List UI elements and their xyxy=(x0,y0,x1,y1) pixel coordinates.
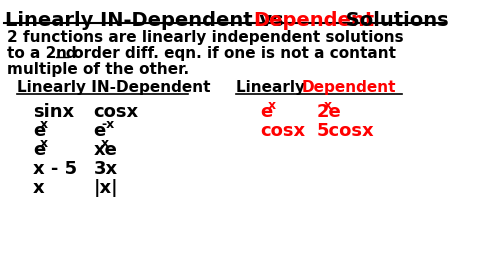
Text: 3x: 3x xyxy=(94,160,118,178)
Text: x: x xyxy=(324,99,332,112)
Text: x: x xyxy=(101,137,109,150)
Text: multiple of the other.: multiple of the other. xyxy=(8,62,190,77)
Text: e: e xyxy=(260,103,272,121)
Text: nd: nd xyxy=(56,46,78,61)
Text: x: x xyxy=(40,118,48,131)
Text: Solutions: Solutions xyxy=(339,11,448,30)
Text: order diff. eqn. if one is not a contant: order diff. eqn. if one is not a contant xyxy=(68,46,396,61)
Text: xe: xe xyxy=(94,141,118,159)
Text: to a 2: to a 2 xyxy=(8,46,57,61)
Text: Dependent: Dependent xyxy=(253,11,375,30)
Text: Dependent: Dependent xyxy=(301,80,396,95)
Text: |x|: |x| xyxy=(94,179,118,197)
Text: e: e xyxy=(33,141,45,159)
Text: 2 functions are linearly independent solutions: 2 functions are linearly independent sol… xyxy=(8,30,404,45)
Text: e: e xyxy=(33,122,45,140)
Text: cosx: cosx xyxy=(260,122,305,140)
Text: 5cosx: 5cosx xyxy=(316,122,374,140)
Text: sinx: sinx xyxy=(33,103,74,121)
Text: -x: -x xyxy=(101,118,114,131)
Text: x: x xyxy=(33,179,44,197)
Text: e: e xyxy=(94,122,106,140)
Text: 2e: 2e xyxy=(316,103,341,121)
Text: x - 5: x - 5 xyxy=(33,160,77,178)
Text: Linearly IN-Dependent: Linearly IN-Dependent xyxy=(17,80,210,95)
Text: x: x xyxy=(40,137,48,150)
Text: x: x xyxy=(268,99,276,112)
Text: cosx: cosx xyxy=(94,103,139,121)
Text: Linearly: Linearly xyxy=(236,80,310,95)
Text: Linearly IN-Dependent vs: Linearly IN-Dependent vs xyxy=(5,11,290,30)
